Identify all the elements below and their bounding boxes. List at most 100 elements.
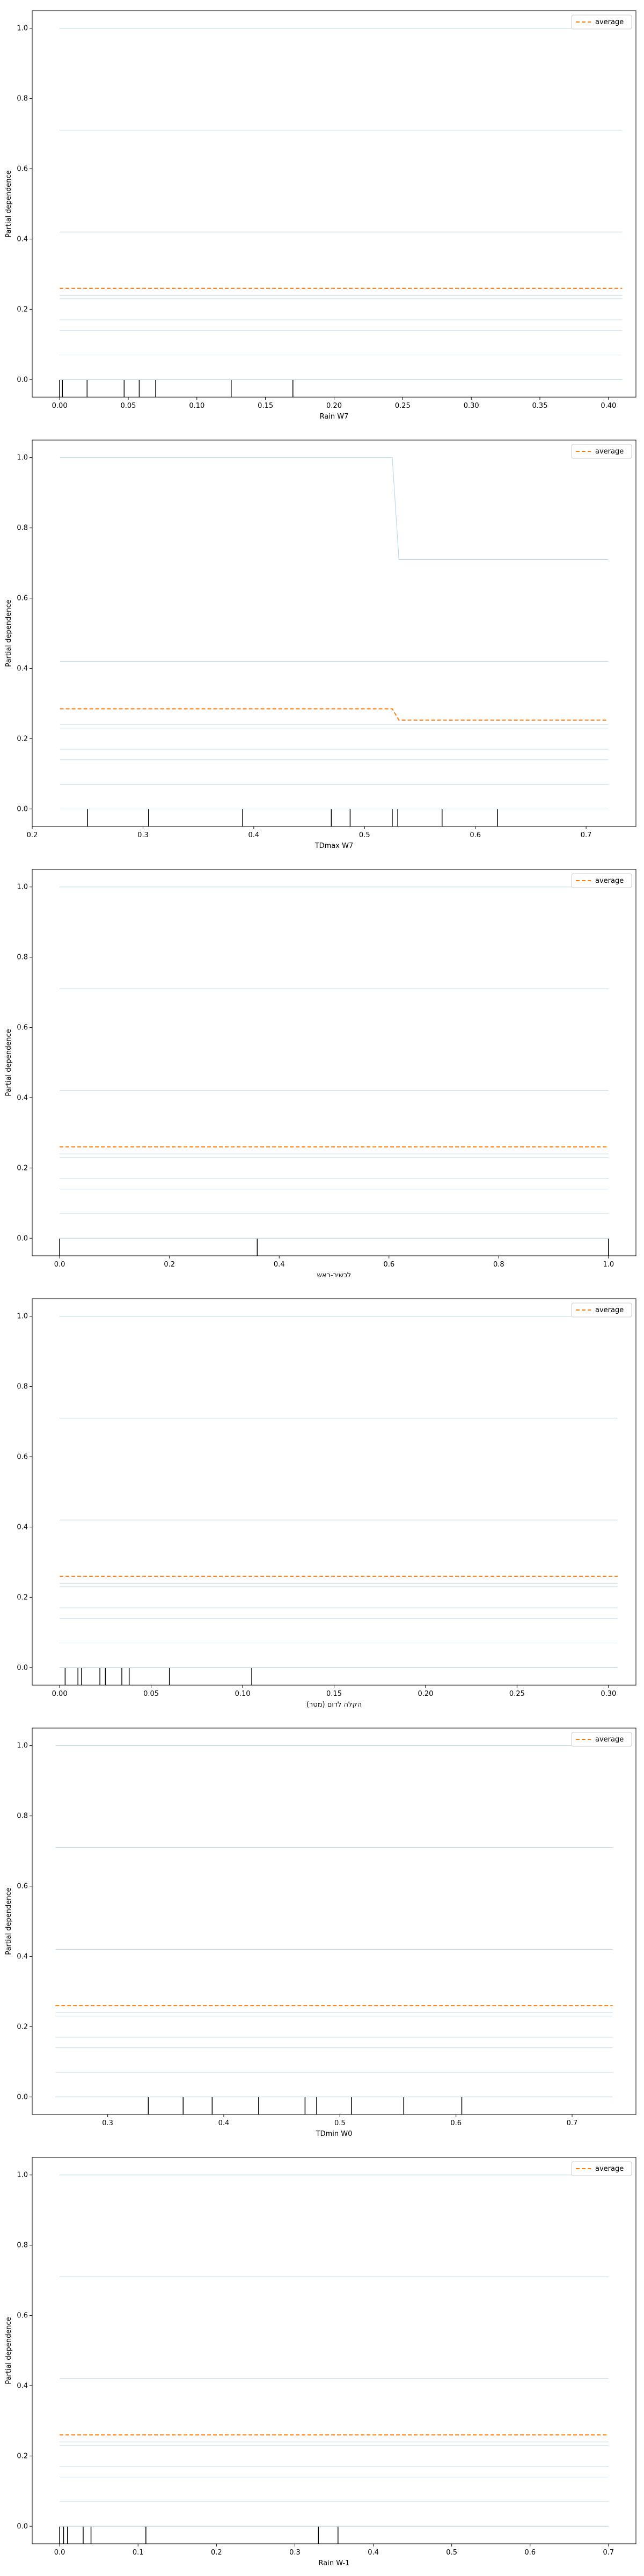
legend-average-label: average: [595, 877, 624, 885]
y-tick-label: 0.8: [17, 1812, 28, 1820]
legend: [571, 14, 632, 30]
x-tick-label: 0.10: [189, 402, 204, 410]
y-tick-label: 0.6: [17, 165, 28, 173]
plot-frame: [32, 2157, 636, 2544]
y-tick-label: 0.0: [17, 1664, 28, 1672]
x-tick-label: 0.2: [27, 831, 38, 839]
x-tick-label: 0.00: [52, 1690, 68, 1698]
y-tick-label: 0.8: [17, 1383, 28, 1391]
plot-frame: [32, 869, 636, 1256]
x-tick-label: 0.25: [509, 1690, 525, 1698]
y-tick-label: 0.6: [17, 1024, 28, 1032]
x-tick-label: 0.2: [164, 1261, 175, 1269]
x-tick-label: 0.4: [218, 2119, 230, 2127]
x-tick-label: 0.6: [450, 2119, 462, 2127]
y-tick-label: 1.0: [17, 883, 28, 891]
x-tick-label: 0.3: [289, 2549, 301, 2557]
x-tick-label: 0.10: [235, 1690, 251, 1698]
x-tick-label: 0.3: [137, 831, 149, 839]
x-tick-label: 0.7: [567, 2119, 578, 2127]
y-tick-label: 1.0: [17, 454, 28, 462]
plot-frame: [32, 10, 636, 398]
x-tick-label: 0.4: [274, 1261, 285, 1269]
legend-average-label: average: [595, 448, 624, 456]
x-tick-label: 0.15: [326, 1690, 342, 1698]
x-tick-label: 0.6: [383, 1261, 394, 1269]
y-tick-label: 0.8: [17, 95, 28, 103]
y-tick-label: 0.8: [17, 954, 28, 962]
x-tick-label: 0.7: [603, 2549, 614, 2557]
y-tick-label: 0.0: [17, 1234, 28, 1242]
y-tick-label: 0.2: [17, 2023, 28, 2031]
x-tick-label: 0.05: [121, 402, 136, 410]
x-axis-label: Rain W7: [320, 413, 349, 421]
x-tick-label: 0.3: [102, 2119, 113, 2127]
legend-average-label: average: [595, 2165, 624, 2173]
y-axis-label: Partial dependence: [5, 2317, 13, 2384]
y-tick-label: 0.0: [17, 376, 28, 384]
x-tick-label: 1.0: [603, 1261, 614, 1269]
y-tick-label: 0.4: [17, 1094, 28, 1102]
y-tick-label: 1.0: [17, 2171, 28, 2179]
x-tick-label: 0.1: [133, 2549, 144, 2557]
x-tick-label: 0.0: [54, 1261, 65, 1269]
legend: [571, 1732, 632, 1747]
y-tick-label: 1.0: [17, 25, 28, 33]
y-tick-label: 0.2: [17, 735, 28, 743]
y-tick-label: 1.0: [17, 1313, 28, 1321]
x-axis-label: TDmin W0: [316, 2130, 353, 2138]
legend: [571, 873, 632, 888]
x-tick-label: 0.40: [601, 402, 616, 410]
plot-frame: [32, 1298, 636, 1686]
y-tick-label: 1.0: [17, 1742, 28, 1750]
pdp-chart-feature-4: 0.00 0.05 0.10 0.15 0.20 0.25 0.30 0.0 0.2 0.4 0.6…: [17, 1298, 636, 1709]
x-tick-label: 0.8: [493, 1261, 504, 1269]
x-tick-label: 0.5: [359, 831, 370, 839]
y-axis-label: Partial dependence: [5, 1887, 13, 1955]
x-tick-label: 0.6: [524, 2549, 536, 2557]
y-tick-label: 0.8: [17, 2242, 28, 2250]
x-tick-label: 0.20: [418, 1690, 433, 1698]
x-axis-label: (מטר) הקלה לדום: [306, 1701, 362, 1709]
x-tick-label: 0.25: [395, 402, 411, 410]
y-tick-label: 0.0: [17, 2522, 28, 2530]
x-tick-label: 0.5: [334, 2119, 346, 2127]
y-tick-label: 0.2: [17, 1164, 28, 1172]
legend-average-label: average: [595, 1306, 624, 1314]
pdp-chart-feature-3: 0.0 0.2 0.4 0.6 0.8 1.0 0.0 0.2 0.4 0.6 0.8 1.0 לכשי…: [5, 869, 636, 1279]
y-tick-label: 0.4: [17, 1523, 28, 1531]
legend: [571, 1302, 632, 1318]
pdp-chart-rain-w-minus-1: 0.0 0.1 0.2 0.3 0.4 0.5 0.6 0.7 0.0 0.2 0.4 0.6 0.8 1…: [5, 2157, 636, 2567]
x-tick-label: 0.4: [248, 831, 260, 839]
y-axis-label: Partial dependence: [5, 599, 13, 667]
y-axis-label: Partial dependence: [5, 1029, 13, 1096]
pdp-chart-tdmax-w7: 0.2 0.3 0.4 0.5 0.6 0.7 0.0 0.2 0.4 0.6 0.8 1.0 TDma…: [5, 440, 636, 850]
ice-line: [60, 457, 609, 560]
y-tick-label: 0.4: [17, 235, 28, 243]
y-tick-label: 0.2: [17, 305, 28, 313]
y-tick-label: 0.6: [17, 1883, 28, 1891]
legend: [571, 2161, 632, 2176]
x-tick-label: 0.15: [258, 402, 273, 410]
x-tick-label: 0.05: [143, 1690, 159, 1698]
pdp-chart-tdmin-w0: 0.3 0.4 0.5 0.6 0.7 0.0 0.2 0.4 0.6 0.8 1.0 TDmin W…: [5, 1728, 636, 2138]
y-tick-label: 0.8: [17, 524, 28, 532]
legend-average-label: average: [595, 1736, 624, 1744]
legend-average-label: average: [595, 18, 624, 26]
y-tick-label: 0.0: [17, 805, 28, 813]
x-tick-label: 0.2: [211, 2549, 222, 2557]
y-tick-label: 0.4: [17, 664, 28, 672]
x-tick-label: 0.30: [601, 1690, 616, 1698]
x-tick-label: 0.5: [446, 2549, 457, 2557]
y-tick-label: 0.6: [17, 595, 28, 603]
x-tick-label: 0.35: [532, 402, 548, 410]
x-tick-label: 0.30: [464, 402, 479, 410]
y-tick-label: 0.4: [17, 2382, 28, 2390]
x-tick-label: 0.20: [326, 402, 342, 410]
y-axis-label: Partial dependence: [5, 170, 13, 237]
y-tick-label: 0.0: [17, 2093, 28, 2101]
x-tick-label: 0.6: [470, 831, 481, 839]
y-tick-label: 0.6: [17, 1453, 28, 1461]
plot-frame: [32, 1728, 636, 2115]
